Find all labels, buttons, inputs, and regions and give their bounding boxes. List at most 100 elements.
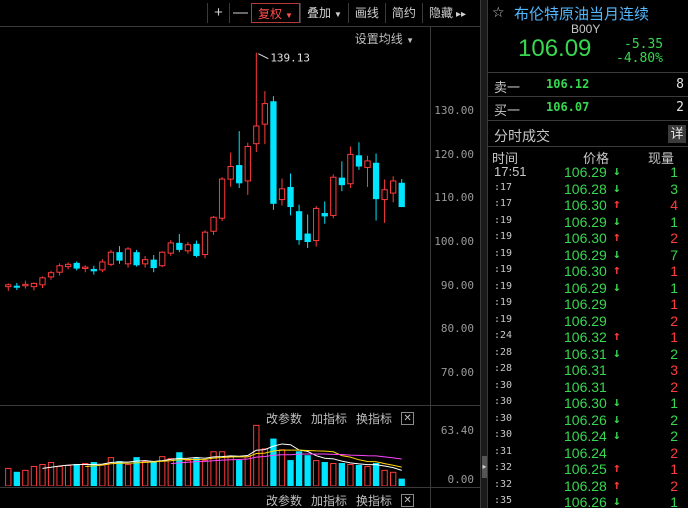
candle-up[interactable] [141, 259, 149, 265]
volume-bar-up [347, 463, 354, 486]
candle-up[interactable] [22, 283, 29, 287]
tick-time: :31 [494, 445, 513, 457]
volume-bar-up [159, 456, 166, 486]
close-icon[interactable]: ✕ [401, 412, 415, 425]
candle-down[interactable] [338, 177, 346, 186]
candle-down[interactable] [304, 233, 311, 242]
edit-params-button[interactable]: 改参数 [266, 412, 303, 426]
candle-up[interactable] [278, 188, 286, 201]
candle-up[interactable] [253, 125, 260, 145]
arrow-down-icon: ↓ [613, 246, 621, 262]
favorite-star-icon[interactable]: ☆ [492, 4, 505, 20]
candle-down[interactable] [116, 252, 123, 261]
tick-trades-list[interactable]: 17:51 106.29 ↓ 1:17 106.28 ↓ 3:17 106.30 ↑ 4:19 10… [488, 164, 688, 508]
candle-down[interactable] [287, 186, 294, 208]
candle-up[interactable] [167, 242, 174, 254]
candle-up[interactable] [64, 263, 72, 268]
collapse-handle-icon[interactable]: ▸ [482, 456, 487, 478]
candle-down[interactable] [150, 259, 157, 269]
volume-bar-up [261, 448, 269, 486]
candle-up[interactable] [107, 251, 115, 265]
zoom-out-button[interactable]: — [229, 3, 251, 23]
zoom-in-button[interactable]: + [207, 3, 229, 23]
candle-up[interactable] [39, 277, 46, 286]
candle-up[interactable] [313, 207, 320, 242]
price-change-pct: -4.80% [616, 51, 663, 66]
candle-up[interactable] [184, 244, 192, 252]
edit-params-button[interactable]: 改参数 [266, 494, 303, 508]
tick-row: :32 106.28 ↑ 2 [488, 478, 688, 495]
volume-bar-up [22, 469, 29, 486]
tick-row: :19 106.29 ↓ 7 [488, 247, 688, 264]
tick-price: 106.29 [564, 246, 607, 263]
candle-down[interactable] [13, 285, 20, 288]
candle-down[interactable] [372, 162, 380, 200]
tick-row: :19 106.29 ↓ 1 [488, 214, 688, 231]
candle-up[interactable] [82, 266, 89, 270]
candle-up[interactable] [244, 145, 251, 182]
candle-up[interactable] [330, 176, 337, 216]
candle-up[interactable] [124, 248, 132, 265]
switch-indicator-button[interactable]: 换指标 [356, 412, 393, 426]
add-indicator-button[interactable]: 加指标 [311, 494, 348, 508]
volume-bar-chart[interactable] [0, 424, 430, 486]
candle-down[interactable] [355, 155, 363, 167]
candle-down[interactable] [295, 211, 303, 241]
volume-bar-down [116, 461, 123, 486]
volume-bar-down [90, 462, 97, 486]
tick-volume: 2 [670, 378, 678, 395]
candle-up[interactable] [210, 216, 217, 232]
tick-row: :30 106.24 ↓ 2 [488, 428, 688, 445]
candle-up[interactable] [201, 231, 209, 256]
candle-down[interactable] [236, 165, 243, 184]
candle-down[interactable] [270, 101, 277, 204]
volume-bar-down [355, 464, 363, 486]
candle-up[interactable] [261, 103, 269, 125]
candle-up[interactable] [56, 265, 63, 273]
candle-down[interactable] [321, 213, 328, 217]
kline-chart-panel[interactable]: + — 复权 ▼ 叠加 ▼ 画线 简约 隐藏 ▸▸ 设置均线 ▼ 139.13 130… [0, 0, 480, 508]
volume-bar-up [381, 469, 388, 486]
candle-up[interactable] [30, 282, 38, 288]
candle-up[interactable] [347, 153, 354, 185]
close-icon[interactable]: ✕ [401, 494, 415, 507]
volume-bar-up [141, 461, 149, 486]
volume-bar-down [193, 458, 200, 486]
volume-bar-up [227, 456, 234, 486]
volume-bar-up [201, 460, 209, 486]
ask-qty: 8 [676, 77, 684, 92]
ma-settings-dropdown[interactable]: 设置均线 ▼ [355, 30, 414, 47]
candle-up[interactable] [99, 261, 106, 271]
candle-down[interactable] [176, 242, 183, 250]
tick-price: 106.31 [564, 345, 607, 362]
tick-row: :31 106.24 2 [488, 445, 688, 462]
draw-line-button[interactable]: 画线 [347, 3, 385, 23]
price-axis-tick: 80.00 [440, 322, 474, 335]
adjust-dropdown[interactable]: 复权 ▼ [251, 3, 300, 23]
candle-up[interactable] [381, 189, 388, 201]
simple-mode-button[interactable]: 简约 [384, 3, 422, 23]
candle-up[interactable] [364, 160, 371, 168]
candle-down[interactable] [73, 262, 80, 269]
candle-down[interactable] [193, 243, 200, 256]
candle-down[interactable] [133, 252, 140, 266]
candle-up[interactable] [218, 178, 226, 219]
bid-row: 买一 106.07 2 [488, 98, 688, 118]
candle-up[interactable] [390, 180, 397, 194]
candle-up[interactable] [159, 251, 166, 267]
switch-indicator-button[interactable]: 换指标 [356, 494, 393, 508]
candle-down[interactable] [398, 182, 405, 208]
candle-up[interactable] [227, 166, 234, 180]
hide-panel-button[interactable]: 隐藏 ▸▸ [421, 3, 472, 23]
candle-down[interactable] [90, 268, 97, 272]
price-candlestick-chart[interactable]: 139.13 [0, 44, 430, 398]
overlay-dropdown[interactable]: 叠加 ▼ [299, 3, 348, 23]
tick-time: :30 [494, 412, 513, 424]
candle-up[interactable] [5, 284, 12, 288]
panel-splitter[interactable]: ▸ [480, 0, 488, 508]
divider [488, 120, 688, 121]
candle-up[interactable] [47, 272, 55, 278]
detail-button[interactable]: 详 [668, 125, 686, 143]
volume-bar-up [244, 456, 251, 486]
add-indicator-button[interactable]: 加指标 [311, 412, 348, 426]
